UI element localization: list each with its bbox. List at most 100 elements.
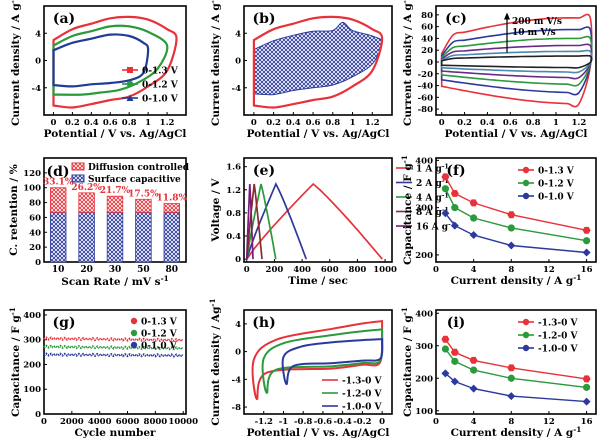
cv-curve xyxy=(252,15,384,109)
data-point xyxy=(470,214,478,222)
data-point xyxy=(441,173,450,181)
x-tick-label: -1 xyxy=(279,417,289,427)
y-tick-label: 100 xyxy=(23,184,41,194)
x-axis-label: Current density / A g-1 xyxy=(451,425,582,440)
y-tick-label: 20 xyxy=(29,243,41,253)
y-tick-label: 0.4 xyxy=(226,232,241,242)
y-tick-label: 100 xyxy=(23,385,41,395)
y-tick-label: 0 xyxy=(35,410,41,420)
cv-curve xyxy=(52,33,150,88)
x-axis-label: Current density / A g-1 xyxy=(451,273,582,288)
arrow-head xyxy=(504,12,510,20)
y-axis-label: Current density / Ag-1 xyxy=(208,298,223,425)
data-point xyxy=(507,392,516,401)
y-tick-label: 120 xyxy=(23,169,41,179)
x-tick-label: 0.6 xyxy=(306,118,321,128)
x-tick-label: 600 xyxy=(321,265,339,275)
x-tick-label: 16 xyxy=(581,265,593,275)
data-point xyxy=(507,241,516,250)
series-line xyxy=(43,344,184,351)
legend-swatch xyxy=(71,162,85,171)
x-tick-label: 0.8 xyxy=(526,118,541,128)
x-tick-label: 6000 xyxy=(116,417,140,427)
gcd-curve xyxy=(245,181,307,260)
x-tick-label: 0.6 xyxy=(103,118,118,128)
legend-label: 2 A g-1 xyxy=(416,178,449,190)
legend-marker xyxy=(522,166,530,174)
y-tick-label: -40 xyxy=(418,82,433,92)
legend-label: 0-1.0 V xyxy=(538,193,575,203)
x-tick-label: 1.2 xyxy=(571,118,586,128)
y-axis-label: Capacitance / F g-1 xyxy=(400,155,415,265)
x-tick-label: 1 xyxy=(350,118,356,128)
panel-label: (g) xyxy=(52,315,75,331)
bar-diffusion xyxy=(163,203,181,213)
y-tick-label: -60 xyxy=(418,93,433,103)
legend-marker xyxy=(130,317,138,325)
x-tick-label: 400 xyxy=(293,265,311,275)
y-tick-label: 0 xyxy=(235,255,241,265)
y-tick-label: 0 xyxy=(235,348,241,358)
legend-marker xyxy=(522,179,530,187)
legend-label: Surface capacitive xyxy=(88,175,181,185)
bar-diffusion xyxy=(106,195,124,213)
y-tick-label: 300 xyxy=(415,204,433,214)
bar-surface-capacitive xyxy=(163,211,181,263)
panel-label: (c) xyxy=(445,11,467,27)
cv-curve xyxy=(251,319,384,401)
y-axis-label: C. retention / % xyxy=(8,164,20,255)
x-tick-label: 20 xyxy=(80,265,93,275)
bar-diffusion xyxy=(49,187,67,213)
x-tick-label: 1.2 xyxy=(160,118,175,128)
panel-label: (i) xyxy=(447,315,466,331)
plot-frame xyxy=(435,157,597,263)
y-tick-label: 200 xyxy=(23,360,41,370)
bar-data-label: 33.1% xyxy=(43,178,74,188)
panel-i: 0 4 8 12 16 100 200 300 400 Current density / A g… xyxy=(400,307,597,439)
data-point xyxy=(450,348,459,356)
data-point xyxy=(450,221,459,230)
legend-label: -1.2-0 V xyxy=(538,332,579,342)
legend-label: 0-1.2 V xyxy=(142,81,179,91)
x-tick-label: 1 xyxy=(553,118,559,128)
legend-label: Diffusion controlled xyxy=(88,163,190,173)
x-tick-label: 10 xyxy=(52,265,65,275)
y-tick-label: 4 xyxy=(235,320,241,330)
x-axis-label: Time / sec xyxy=(288,275,348,287)
panel-b: 0 0.2 0.4 0.6 0.8 1 1.2 -4 0 4 Potential / V vs. A… xyxy=(208,0,393,140)
data-point xyxy=(441,369,450,378)
legend-label: 0-1.2 V xyxy=(141,330,178,340)
x-axis-label: Scan Rate / mV s-1 xyxy=(61,274,169,289)
cv-curve xyxy=(52,24,169,96)
x-tick-label: 0 xyxy=(379,417,385,427)
x-tick-label: -0.6 xyxy=(314,417,332,427)
data-point xyxy=(451,204,459,212)
data-point xyxy=(450,377,459,386)
cv-curve xyxy=(440,49,593,74)
x-tick-label: 80 xyxy=(166,265,179,275)
x-tick-label: 0.2 xyxy=(457,118,472,128)
data-point xyxy=(507,364,516,372)
x-tick-label: 8 xyxy=(508,417,514,427)
y-axis-label: Current density / A g-1 xyxy=(400,0,415,126)
y-tick-label: 0.8 xyxy=(226,209,241,219)
data-point xyxy=(441,185,450,193)
panel-a: 0 0.2 0.4 0.6 0.8 1 1.2 -4 0 4 Potential / V vs. A… xyxy=(8,0,187,140)
y-tick-label: 20 xyxy=(421,46,433,56)
data-point xyxy=(469,231,478,240)
y-tick-label: -20 xyxy=(418,70,433,80)
series-line xyxy=(444,212,587,254)
legend-label: -1.2-0 V xyxy=(342,390,383,400)
panel-h: -1.2 -1 -0.8 -0.6 -0.4 -0.2 0 -8 -4 0 4 Potential /… xyxy=(208,298,393,439)
y-tick-label: 1.6 xyxy=(226,163,241,173)
data-point xyxy=(441,345,450,353)
y-tick-label: -8 xyxy=(232,403,242,413)
x-tick-label: -0.8 xyxy=(294,417,312,427)
cv-curve xyxy=(281,338,384,386)
x-tick-label: 0 xyxy=(433,417,439,427)
y-tick-label: 0 xyxy=(35,57,41,67)
data-point xyxy=(441,209,450,218)
legend-label: -1.0-0 V xyxy=(342,403,383,413)
